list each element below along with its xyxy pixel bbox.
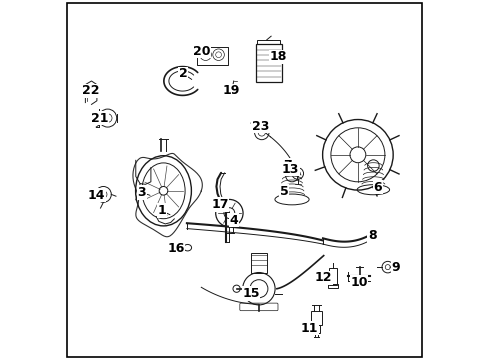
Text: 21: 21 (91, 112, 108, 125)
Text: 8: 8 (367, 229, 376, 242)
Bar (250, 253, 266, 273)
Text: 15: 15 (242, 287, 259, 300)
Text: 11: 11 (300, 322, 317, 335)
Bar (256, 44, 282, 82)
Text: 19: 19 (222, 84, 239, 97)
Bar (257, 40, 280, 44)
Text: 14: 14 (87, 189, 105, 202)
Bar (327, 284, 337, 288)
Text: 16: 16 (167, 242, 184, 255)
Text: 9: 9 (390, 261, 399, 274)
Text: 12: 12 (314, 271, 332, 284)
Bar (312, 325, 320, 333)
Circle shape (349, 147, 365, 163)
Text: 4: 4 (229, 214, 238, 227)
Text: 18: 18 (269, 50, 286, 63)
Text: 3: 3 (137, 186, 146, 199)
Text: 17: 17 (211, 198, 228, 211)
Bar (328, 268, 336, 285)
Text: 22: 22 (81, 84, 99, 97)
Text: 10: 10 (349, 276, 367, 289)
Bar (197, 47, 227, 65)
Bar (311, 311, 321, 325)
Text: 1: 1 (157, 204, 166, 217)
Text: 7: 7 (283, 159, 291, 172)
Text: 20: 20 (192, 45, 210, 58)
Text: 2: 2 (179, 67, 187, 80)
Text: 23: 23 (251, 120, 269, 132)
Circle shape (159, 186, 167, 195)
Text: 13: 13 (281, 163, 299, 176)
Text: 5: 5 (279, 185, 288, 198)
Text: 6: 6 (373, 181, 381, 194)
